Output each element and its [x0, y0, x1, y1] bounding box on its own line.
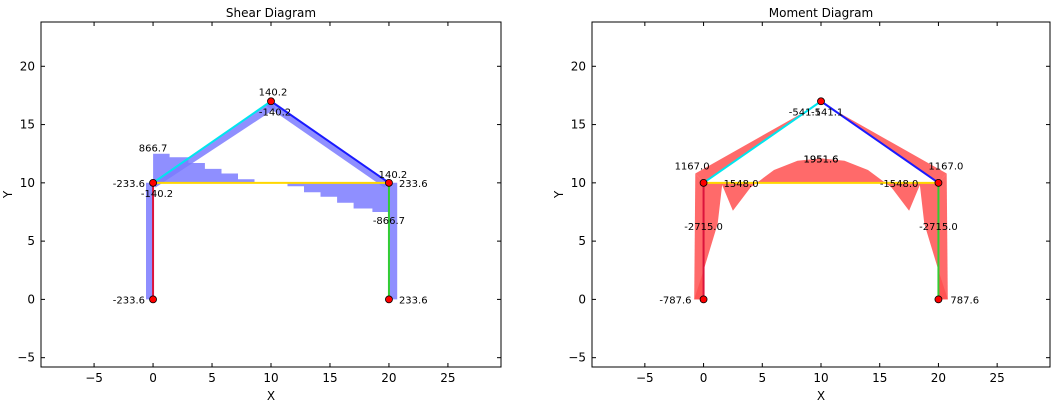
- y-tick-label: −5: [568, 351, 586, 365]
- value-label: 1951.6: [804, 154, 839, 165]
- diagram-fill: [266, 101, 389, 188]
- value-label: -140.2: [141, 189, 173, 200]
- y-tick-label: 5: [27, 234, 35, 248]
- frame-member: [820, 100, 940, 184]
- diagram-fill: [721, 158, 921, 211]
- x-tick-label: 25: [990, 371, 1005, 385]
- diagram-fill: [821, 101, 947, 183]
- y-tick-label: 10: [571, 176, 586, 190]
- x-axis-label: X: [817, 389, 825, 403]
- frame-member: [270, 100, 390, 184]
- x-tick-label: 15: [322, 371, 337, 385]
- value-label: 1167.0: [928, 162, 963, 173]
- frame-member: [152, 100, 272, 184]
- value-label: 1548.0: [724, 179, 759, 190]
- value-label: 233.6: [399, 295, 428, 306]
- diagram-fill: [919, 182, 948, 300]
- diagram-fill: [388, 182, 398, 300]
- diagram-fill: [146, 182, 154, 300]
- value-label: -2715.0: [919, 222, 958, 233]
- value-label: -541.1: [789, 107, 821, 118]
- x-tick-label: 0: [700, 371, 708, 385]
- value-label: 233.6: [399, 179, 428, 190]
- frame-node: [149, 178, 157, 187]
- value-label: -233.6: [113, 295, 145, 306]
- x-tick-label: −5: [636, 371, 654, 385]
- value-label: 140.2: [259, 87, 288, 98]
- frame-node: [934, 178, 943, 187]
- frame-node: [385, 178, 393, 187]
- y-tick-label: 20: [20, 59, 35, 73]
- value-label: 787.6: [950, 295, 979, 306]
- frame-member: [702, 100, 822, 184]
- frame-node: [385, 295, 393, 304]
- y-axis-label: Y: [552, 190, 566, 199]
- x-tick-label: −5: [85, 371, 103, 385]
- diagram-fill: [695, 101, 821, 183]
- value-label: -2715.0: [684, 222, 723, 233]
- diagram-fill: [694, 182, 723, 300]
- frame-node: [817, 97, 825, 106]
- value-label: -541.1: [811, 107, 843, 118]
- x-tick-label: 0: [149, 371, 157, 385]
- x-tick-label: 10: [813, 371, 828, 385]
- value-label: 1167.0: [675, 162, 710, 173]
- y-tick-label: 20: [571, 59, 586, 73]
- frame-node: [699, 178, 708, 187]
- x-tick-label: 5: [208, 371, 216, 385]
- y-tick-label: 15: [571, 118, 586, 132]
- x-axis-label: X: [267, 389, 275, 403]
- chart-title: Shear Diagram: [226, 6, 316, 20]
- x-tick-label: 20: [381, 371, 396, 385]
- chart-panel-2: Moment Diagram 1167.0 1548.0 -2715.0 -787.6 1…: [552, 6, 1051, 403]
- diagram-fill: [938, 173, 948, 300]
- value-label: 866.7: [139, 144, 168, 155]
- y-tick-label: 15: [20, 118, 35, 132]
- chart-title: Moment Diagram: [769, 6, 873, 20]
- value-label: -140.2: [259, 107, 291, 118]
- x-tick-label: 20: [931, 371, 946, 385]
- x-tick-label: 15: [872, 371, 887, 385]
- value-label: 140.2: [379, 170, 408, 181]
- value-label: -1548.0: [880, 179, 919, 190]
- frame-node: [934, 295, 943, 304]
- y-tick-label: 0: [578, 292, 586, 306]
- x-tick-label: 5: [758, 371, 766, 385]
- value-label: -233.6: [113, 179, 145, 190]
- x-tick-label: 25: [440, 371, 455, 385]
- x-tick-label: 10: [263, 371, 278, 385]
- y-tick-label: 10: [20, 176, 35, 190]
- value-label: -787.6: [659, 295, 691, 306]
- chart-panel-1: Shear Diagram140.2-140.2866.7-233.6-140.…: [1, 6, 502, 403]
- plot-frame: [591, 21, 1051, 368]
- frame-node: [699, 295, 708, 304]
- y-tick-label: −5: [17, 351, 35, 365]
- frame-node: [267, 97, 275, 106]
- y-tick-label: 0: [27, 292, 35, 306]
- value-label: -866.7: [373, 216, 405, 227]
- y-tick-label: 5: [578, 234, 586, 248]
- diagram-fill: [694, 173, 704, 300]
- plot-frame: [40, 21, 502, 368]
- y-axis-label: Y: [1, 190, 15, 199]
- value-label: 1951.6: [804, 154, 839, 165]
- frame-node: [149, 295, 157, 304]
